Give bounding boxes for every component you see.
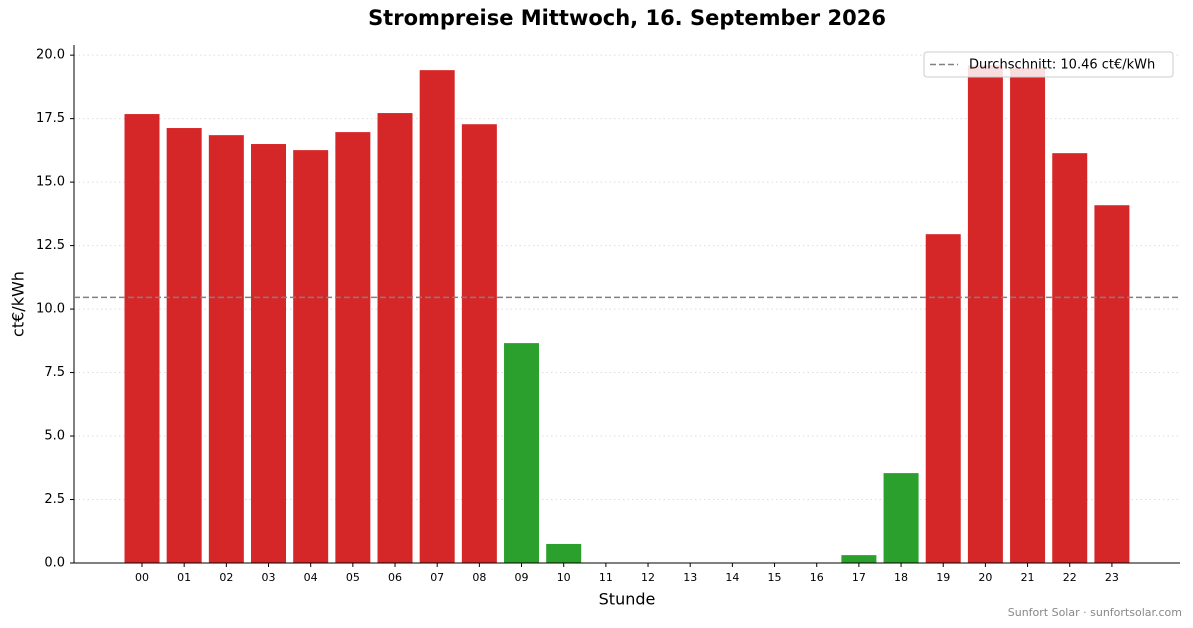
y-tick-label: 0.0 <box>44 556 65 571</box>
y-tick-label: 10.0 <box>36 302 65 317</box>
x-tick-label: 14 <box>725 571 739 584</box>
x-tick-label: 01 <box>177 571 191 584</box>
x-tick-label: 02 <box>219 571 233 584</box>
x-tick-label: 20 <box>978 571 992 584</box>
x-tick-label: 23 <box>1105 571 1119 584</box>
y-axis-label: ct€/kWh <box>9 271 28 337</box>
footer: Sunfort Solar · sunfortsolar.com <box>1008 606 1182 619</box>
bar <box>504 343 540 563</box>
bar <box>967 65 1003 564</box>
legend-box <box>923 51 1174 78</box>
x-tick-label: 21 <box>1021 571 1035 584</box>
bar <box>841 555 877 563</box>
x-tick-label: 16 <box>810 571 824 584</box>
y-tick-label: 2.5 <box>44 492 65 507</box>
y-tick-label: 12.5 <box>36 238 65 253</box>
x-axis-label: Stunde <box>599 590 656 609</box>
bar <box>251 144 287 563</box>
x-tick-label: 06 <box>388 571 402 584</box>
x-tick-label: 05 <box>346 571 360 584</box>
y-tick-label: 15.0 <box>36 175 65 190</box>
x-tick-label: 11 <box>599 571 613 584</box>
x-tick-label: 00 <box>135 571 149 584</box>
legend-label: Durchschnitt: 10.46 ct€/kWh <box>969 58 1155 73</box>
y-tick-label: 17.5 <box>36 111 65 126</box>
x-tick-label: 07 <box>430 571 444 584</box>
bar <box>419 70 455 563</box>
bar <box>1094 205 1130 564</box>
bar <box>166 128 202 563</box>
x-tick-label: 03 <box>262 571 276 584</box>
x-tick-label: 19 <box>936 571 950 584</box>
bar <box>377 113 413 564</box>
x-tick-label: 22 <box>1063 571 1077 584</box>
x-tick-label: 12 <box>641 571 655 584</box>
x-tick-label: 18 <box>894 571 908 584</box>
bar <box>335 132 371 563</box>
x-tick-label: 09 <box>515 571 529 584</box>
x-tick-label: 10 <box>557 571 571 584</box>
bar <box>208 135 244 563</box>
bar <box>461 124 497 564</box>
x-tick-label: 13 <box>683 571 697 584</box>
chart-title: Strompreise Mittwoch, 16. September 2026 <box>368 6 886 30</box>
bar <box>1010 67 1046 564</box>
bar <box>1052 153 1088 563</box>
bar <box>546 543 582 563</box>
bar <box>925 234 961 563</box>
x-tick-label: 08 <box>472 571 486 584</box>
x-tick-label: 04 <box>304 571 318 584</box>
y-tick-label: 20.0 <box>36 48 65 63</box>
x-tick-label: 17 <box>852 571 866 584</box>
x-tick-label: 15 <box>768 571 782 584</box>
bar <box>124 114 160 564</box>
bar <box>293 150 329 563</box>
bar <box>883 473 919 563</box>
y-tick-label: 5.0 <box>44 429 65 444</box>
y-tick-label: 7.5 <box>44 365 65 380</box>
